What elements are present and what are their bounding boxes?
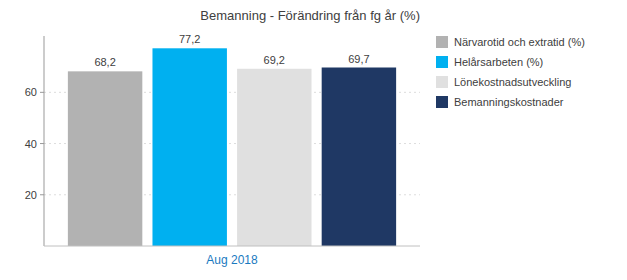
data-label: 77,2: [179, 33, 200, 45]
y-axis: 20 40 60: [25, 36, 44, 246]
data-label: 69,2: [264, 54, 285, 66]
y-tick-label: 20: [25, 189, 37, 201]
legend: Närvarotid och extratid (%) Helårsarbeten…: [436, 36, 585, 108]
bars: [68, 48, 396, 246]
bar: [237, 69, 311, 246]
legend-swatch: [436, 96, 448, 108]
legend-label: Lönekostnadsutveckling: [454, 76, 571, 88]
x-axis-line: [44, 246, 420, 247]
title: Bemanning - Förändring från fg år (%): [200, 8, 420, 23]
legend-label: Bemanningskostnader: [454, 96, 564, 108]
y-tick: [40, 194, 44, 195]
data-label: 68,2: [94, 56, 115, 68]
legend-swatch: [436, 76, 448, 88]
y-tick-label: 40: [25, 138, 37, 150]
y-tick: [40, 143, 44, 144]
data-label: 69,7: [348, 53, 369, 65]
chart-container: 20 40 60 68,2 77,2 69,2 69,7 Aug 2018 Bemanning …: [0, 0, 627, 280]
y-tick-label: 60: [25, 86, 37, 98]
bar: [152, 48, 226, 246]
chart-svg: 20 40 60 68,2 77,2 69,2 69,7 Aug 2018 Bemanning …: [0, 0, 627, 280]
legend-label: Helårsarbeten (%): [454, 56, 543, 68]
bar: [322, 68, 396, 247]
x-tick-label: Aug 2018: [206, 253, 258, 267]
y-tick: [40, 92, 44, 93]
bar: [68, 71, 142, 246]
y-axis-line: [44, 36, 45, 246]
data-labels: 68,2 77,2 69,2 69,7: [94, 33, 369, 68]
legend-swatch: [436, 36, 448, 48]
x-axis: Aug 2018: [44, 246, 420, 267]
legend-label: Närvarotid och extratid (%): [454, 36, 585, 48]
legend-swatch: [436, 56, 448, 68]
